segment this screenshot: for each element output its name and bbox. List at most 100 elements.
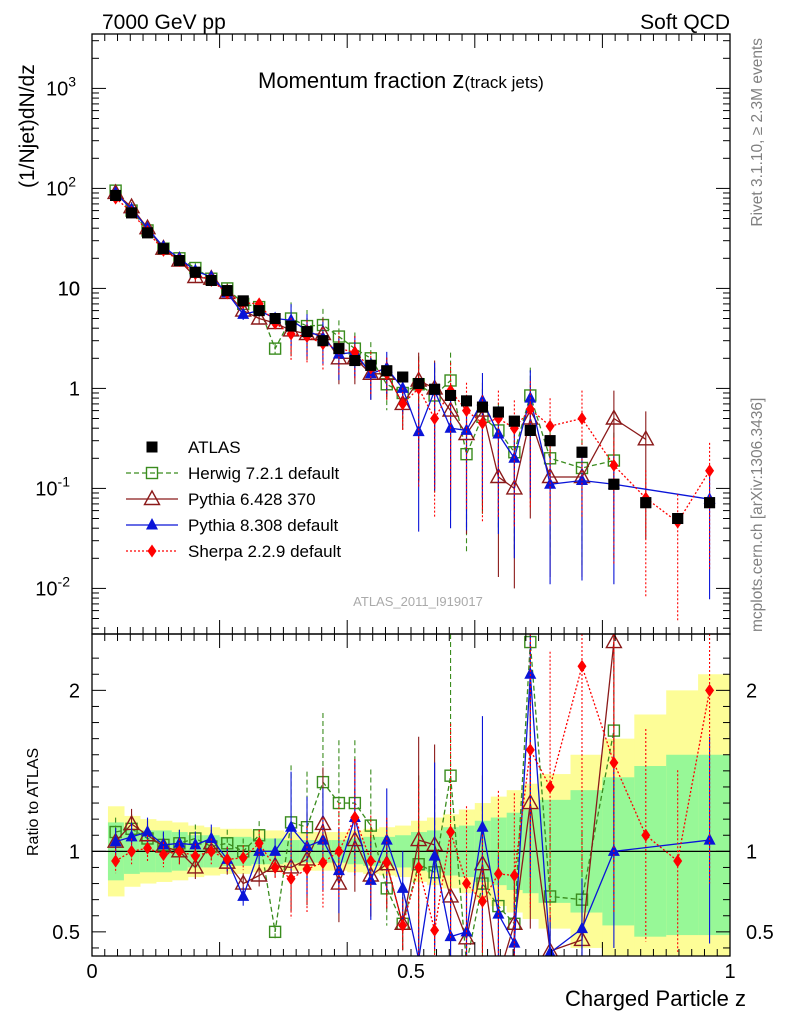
series-pythia8 [109,185,716,600]
data-point [414,860,424,874]
data-point [545,419,555,433]
data-point [430,923,440,937]
data-point [269,313,281,325]
chart-title-subscript: (track jets) [464,73,543,92]
data-point [111,854,121,868]
series-sherpa [111,634,715,956]
x-axis-label: Charged Particle z [565,986,746,1011]
data-point [189,266,201,278]
data-point [396,881,409,893]
data-point [608,478,620,490]
data-point [461,395,473,407]
data-point [577,659,587,673]
data-point [222,852,232,866]
data-point [332,863,345,876]
data-point [317,335,329,347]
data-point [525,743,535,757]
data-point [609,458,619,472]
data-point [477,894,487,908]
chart-title-text: Momentum fraction [258,68,446,93]
series-line [115,641,615,956]
legend-label: Pythia 6.428 370 [188,490,316,509]
y-tick-label: 2 [69,680,80,702]
data-point [544,945,556,956]
data-point [462,404,472,418]
legend-label: ATLAS [188,438,241,457]
y-tick-label: 1 [69,378,80,400]
header-left-label: 7000 GeV pp [102,11,226,34]
data-point [285,820,298,832]
data-point [641,828,651,842]
data-point [254,836,264,850]
data-point [509,869,519,882]
y-tick-label: 10 [58,278,80,300]
data-point [253,305,265,317]
data-point [142,227,154,239]
legend-item-pythia6: Pythia 6.428 370 [126,489,316,509]
data-point [544,435,556,447]
data-point [268,342,282,355]
data-point [173,255,185,267]
data-point [190,849,200,863]
data-point [366,854,376,868]
data-point [508,415,520,427]
data-point [186,858,205,874]
data-point [492,907,505,919]
data-point [704,497,716,509]
data-point [492,427,505,439]
data-point [430,412,440,426]
data-point [270,860,280,874]
chart-title: Momentum fraction z(track jets) [258,67,544,94]
legend-marker [143,489,161,506]
data-point [398,397,408,411]
legend-marker [146,441,158,453]
legend-marker [146,518,158,530]
data-point [640,497,652,509]
data-point [672,513,684,525]
y-tick-label: 0.5 [52,922,80,944]
legend-marker [145,466,159,480]
data-point [269,844,282,856]
data-point [637,429,655,446]
y-tick-label: 1 [69,841,80,863]
data-point [476,820,489,832]
data-point [301,839,314,852]
data-point [250,309,268,325]
data-point [173,836,186,848]
data-point [250,866,268,882]
mcplots-label: mcplots.cern.ch [arXiv:1306.3436] [749,398,766,632]
data-point [237,307,250,319]
data-point [462,877,472,891]
data-point [492,406,504,418]
x-tick-label: 0 [86,961,97,983]
legend-label: Pythia 8.308 default [188,516,339,535]
header-right-label: Soft QCD [640,11,730,34]
data-point [477,416,487,430]
data-point [493,867,503,881]
data-point [428,849,441,861]
data-point [705,464,715,478]
data-point [446,825,456,839]
legend-marker [147,544,157,558]
data-point [141,825,154,837]
data-point [445,389,457,401]
data-point [237,295,249,307]
data-point [158,848,168,862]
x-tick-label: 0.5 [397,961,425,983]
data-point [349,355,361,367]
data-point [205,831,218,843]
data-point [524,391,537,403]
data-point [605,409,623,425]
data-point [576,446,588,458]
data-point [110,189,122,201]
data-point [429,383,441,395]
y-tick-label-right: 2 [746,680,757,702]
data-point [143,841,153,855]
analysis-watermark: ATLAS_2011_I919017 [353,594,483,609]
data-point [460,423,473,435]
data-point [396,381,409,393]
uncertainty-band-inner [698,754,730,936]
data-point [126,207,138,219]
y-axis-label: (1/Njet)dN/dz [16,64,39,188]
